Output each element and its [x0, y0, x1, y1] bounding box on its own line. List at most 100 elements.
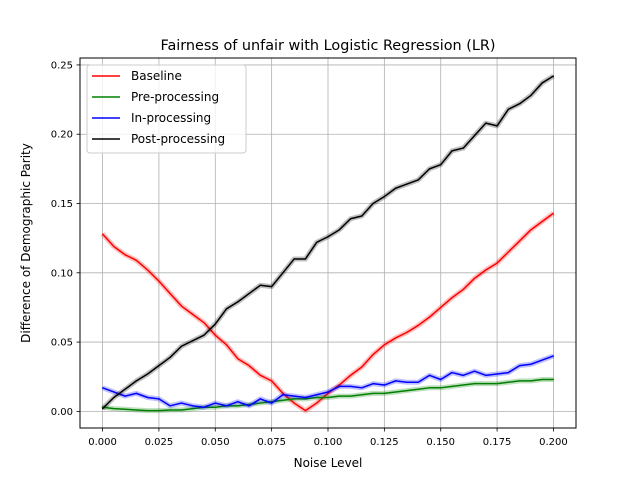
data-point-in-processing	[316, 394, 318, 396]
data-point-in-processing	[349, 385, 352, 388]
y-axis-label: Difference of Demographic Parity	[19, 143, 33, 343]
data-point-post-processing	[428, 168, 431, 170]
data-point-pre-processing	[361, 394, 363, 396]
data-point-pre-processing	[440, 387, 442, 389]
data-point-post-processing	[485, 122, 487, 124]
data-point-baseline	[473, 277, 476, 279]
data-point-in-processing	[530, 363, 532, 365]
data-point-baseline	[552, 212, 555, 214]
data-point-in-processing	[462, 374, 464, 376]
data-point-pre-processing	[259, 402, 261, 404]
data-point-in-processing	[519, 365, 521, 367]
data-point-post-processing	[519, 103, 521, 105]
data-point-post-processing	[383, 195, 385, 198]
data-point-post-processing	[395, 187, 397, 189]
data-point-baseline	[507, 251, 509, 253]
data-point-post-processing	[338, 229, 340, 231]
data-point-in-processing	[259, 398, 261, 400]
data-point-baseline	[248, 365, 250, 367]
legend: Baseline Pre-processing In-processing Post-…	[86, 64, 247, 154]
data-point-pre-processing	[124, 408, 126, 410]
data-point-post-processing	[541, 82, 543, 84]
data-point-in-processing	[214, 402, 216, 404]
data-point-in-processing	[169, 405, 171, 407]
data-point-post-processing	[147, 373, 149, 375]
data-point-baseline	[192, 313, 194, 315]
data-point-baseline	[113, 245, 115, 248]
data-point-pre-processing	[417, 388, 419, 390]
data-point-in-processing	[158, 398, 160, 400]
data-point-baseline	[395, 337, 397, 339]
data-point-pre-processing	[406, 389, 408, 392]
legend-label-baseline: Baseline	[131, 69, 182, 83]
series-baseline	[100, 211, 555, 414]
data-point-pre-processing	[169, 409, 171, 411]
data-point-pre-processing	[428, 387, 431, 389]
data-point-post-processing	[259, 284, 261, 286]
x-axis-label: Noise Level	[294, 456, 363, 470]
data-point-baseline	[101, 233, 104, 235]
data-point-baseline	[485, 269, 487, 271]
data-point-in-processing	[282, 394, 284, 396]
data-point-pre-processing	[135, 409, 137, 411]
data-point-pre-processing	[496, 383, 498, 385]
data-point-baseline	[338, 384, 340, 386]
data-point-baseline	[214, 334, 216, 336]
data-point-pre-processing	[282, 399, 284, 401]
x-tick-label: 0.150	[426, 437, 455, 448]
data-point-post-processing	[316, 241, 318, 243]
data-point-pre-processing	[451, 385, 453, 388]
legend-box	[86, 64, 247, 154]
data-point-pre-processing	[349, 395, 352, 397]
data-point-pre-processing	[383, 392, 385, 394]
data-point-baseline	[440, 306, 442, 309]
data-point-in-processing	[383, 384, 385, 386]
data-point-baseline	[316, 402, 318, 404]
data-point-post-processing	[440, 164, 442, 166]
y-axis: 0.00 0.05 0.10 0.15 0.20 0.25	[51, 60, 80, 418]
data-point-in-processing	[180, 402, 183, 404]
series-in-processing	[101, 353, 555, 410]
x-tick-label: 0.175	[483, 437, 512, 448]
data-point-pre-processing	[462, 384, 464, 386]
data-point-in-processing	[135, 392, 137, 394]
data-point-in-processing	[451, 371, 453, 374]
data-point-baseline	[237, 358, 239, 360]
data-point-in-processing	[225, 405, 228, 407]
data-point-in-processing	[237, 401, 239, 403]
data-point-post-processing	[169, 356, 171, 358]
data-point-in-processing	[248, 405, 250, 407]
data-point-in-processing	[147, 396, 149, 399]
data-point-baseline	[282, 392, 284, 394]
data-point-baseline	[293, 402, 295, 404]
data-point-baseline	[451, 297, 453, 299]
chart-title: Fairness of unfair with Logistic Regress…	[160, 38, 495, 54]
data-point-post-processing	[158, 365, 160, 367]
data-point-post-processing	[361, 215, 363, 217]
x-tick-label: 0.050	[201, 437, 230, 448]
data-point-post-processing	[203, 334, 205, 336]
data-point-post-processing	[327, 236, 329, 238]
data-point-post-processing	[135, 380, 137, 382]
data-point-pre-processing	[507, 381, 509, 383]
data-point-baseline	[124, 254, 126, 256]
data-point-baseline	[519, 240, 521, 242]
x-tick-label: 0.000	[88, 437, 117, 448]
data-point-baseline	[304, 410, 307, 412]
y-tick-label: 0.05	[51, 338, 73, 349]
data-point-in-processing	[372, 383, 374, 385]
data-point-in-processing	[101, 387, 104, 389]
data-point-baseline	[530, 229, 532, 231]
data-point-pre-processing	[248, 403, 250, 406]
y-tick-label: 0.10	[51, 268, 73, 279]
data-point-post-processing	[101, 408, 104, 410]
data-point-post-processing	[225, 308, 228, 310]
legend-label-post-processing: Post-processing	[131, 132, 225, 146]
data-point-post-processing	[214, 323, 216, 325]
data-point-post-processing	[180, 345, 183, 347]
data-point-pre-processing	[338, 395, 340, 397]
data-point-in-processing	[428, 374, 431, 376]
data-point-in-processing	[541, 359, 543, 361]
data-point-pre-processing	[192, 408, 194, 410]
data-point-baseline	[203, 322, 205, 324]
